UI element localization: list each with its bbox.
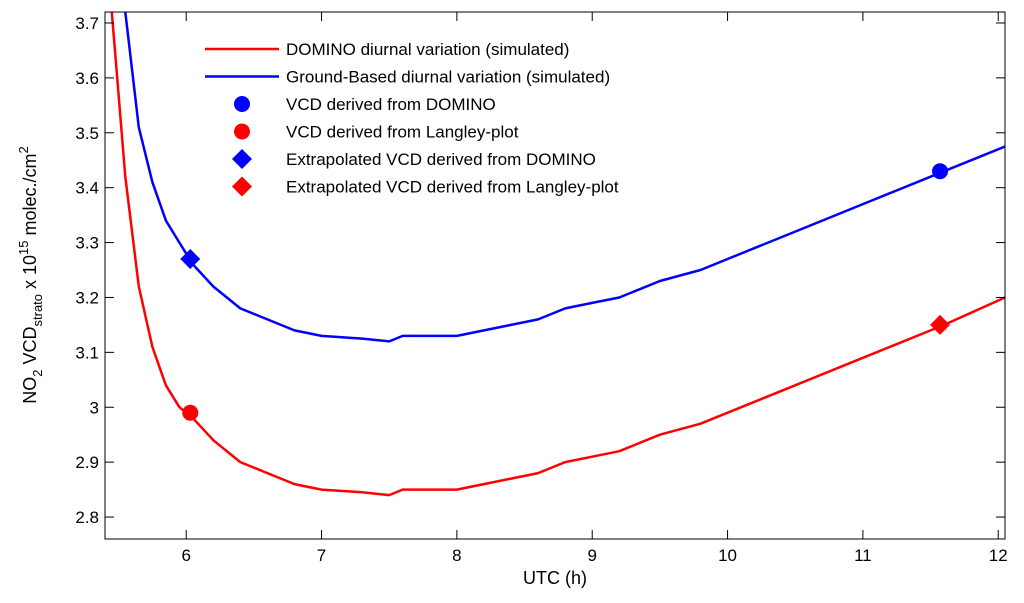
y-title-part: NO (20, 377, 40, 404)
y-tick-label: 3.6 (75, 69, 99, 88)
x-tick-label: 11 (854, 546, 872, 565)
legend-label-vcd-derived-from-domino: VCD derived from DOMINO (286, 95, 496, 114)
y-tick-label: 2.9 (75, 453, 99, 472)
y-tick-label: 2.8 (75, 508, 99, 527)
ticks-layer: 6 7 8 9 10 11 12 2.8 2.9 3 3.1 3.2 3.3 3.4 3.5 3.6 3.7 (75, 12, 1008, 565)
y-tick-label: 3.4 (75, 179, 99, 198)
x-tick-label: 6 (181, 546, 190, 565)
x-axis-title: UTC (h) (523, 568, 587, 588)
y-tick-label: 3.7 (75, 14, 99, 33)
x-tick-label: 10 (718, 546, 737, 565)
vcd-derived-from-langley-plot-point (182, 404, 199, 421)
legend: DOMINO diurnal variation (simulated) Grou… (205, 40, 619, 197)
x-tick-label: 12 (989, 546, 1008, 565)
y-title-sub: strato (30, 294, 45, 327)
legend-swatch-vcd-derived-from-domino (234, 96, 250, 112)
legend-label-extrapolated-vcd-derived-from-langley-plot: Extrapolated VCD derived from Langley-pl… (286, 178, 619, 197)
y-tick-label: 3.1 (75, 343, 99, 362)
y-tick-label: 3.5 (75, 124, 99, 143)
y-title-sup: 15 (16, 240, 31, 254)
y-title-part: molec./cm (20, 153, 40, 240)
y-title-sub: 2 (30, 370, 45, 377)
x-tick-label: 9 (587, 546, 596, 565)
y-tick-label: 3.3 (75, 234, 99, 253)
legend-label-vcd-derived-from-langley-plot: VCD derived from Langley-plot (286, 123, 519, 142)
legend-label-domino-diurnal-variation-simulated: DOMINO diurnal variation (simulated) (286, 40, 569, 59)
y-tick-label: 3 (90, 398, 99, 417)
legend-swatch-extrapolated-vcd-derived-from-langley-plot (232, 176, 252, 197)
extrapolated-vcd-derived-from-domino-point (180, 249, 201, 270)
legend-swatch-vcd-derived-from-langley-plot (234, 123, 250, 140)
extrapolated-vcd-derived-from-langley-plot-point (930, 314, 951, 335)
y-tick-label: 3.2 (75, 288, 99, 307)
legend-label-ground-based-diurnal-variation-simulated: Ground-Based diurnal variation (simulate… (286, 68, 610, 87)
domino-diurnal-variation-simulated-line (110, 12, 1005, 497)
x-tick-label: 8 (452, 546, 461, 565)
plot-frame (104, 11, 1006, 540)
vcd-derived-from-domino-point (932, 163, 949, 180)
y-axis-title: NO2 VCDstrato x 1015 molec./cm2 (16, 146, 45, 404)
legend-swatch-extrapolated-vcd-derived-from-domino (232, 149, 252, 169)
legend-label-extrapolated-vcd-derived-from-domino: Extrapolated VCD derived from DOMINO (286, 150, 596, 169)
y-title-part: VCD (20, 327, 40, 370)
y-title-sup: 2 (16, 146, 31, 153)
y-title-part: x 10 (20, 255, 40, 294)
x-tick-label: 7 (317, 546, 326, 565)
data-layer (110, 12, 1005, 497)
